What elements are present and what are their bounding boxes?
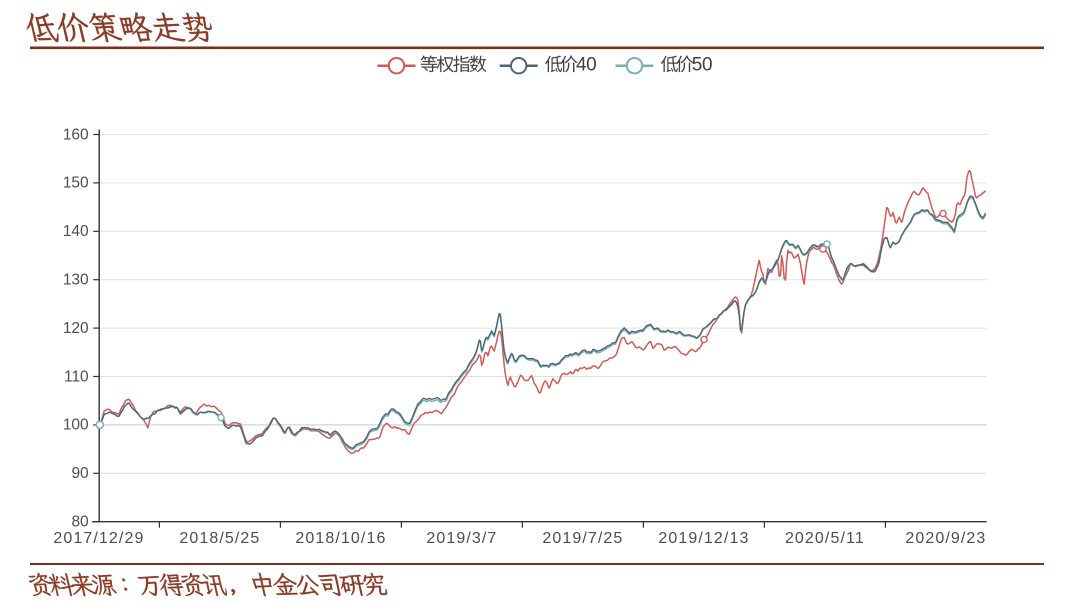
svg-text:2019/3/7: 2019/3/7 (426, 530, 497, 547)
svg-text:130: 130 (63, 272, 89, 289)
svg-text:110: 110 (64, 368, 89, 385)
svg-text:2017/12/29: 2017/12/29 (53, 530, 144, 547)
svg-text:120: 120 (63, 320, 89, 337)
svg-text:2018/5/25: 2018/5/25 (179, 530, 260, 547)
svg-text:2019/12/13: 2019/12/13 (658, 530, 749, 547)
svg-text:100: 100 (63, 417, 89, 434)
svg-text:150: 150 (63, 175, 89, 192)
svg-text:2018/10/16: 2018/10/16 (295, 530, 386, 547)
svg-text:140: 140 (63, 223, 89, 240)
svg-text:80: 80 (71, 514, 89, 531)
svg-text:2020/5/11: 2020/5/11 (785, 530, 865, 547)
svg-text:90: 90 (71, 465, 89, 482)
svg-text:40: 40 (576, 55, 596, 76)
svg-text:2020/9/23: 2020/9/23 (905, 530, 986, 547)
svg-text:2019/7/25: 2019/7/25 (542, 530, 623, 547)
svg-text:50: 50 (692, 55, 712, 76)
svg-text:160: 160 (63, 126, 89, 143)
